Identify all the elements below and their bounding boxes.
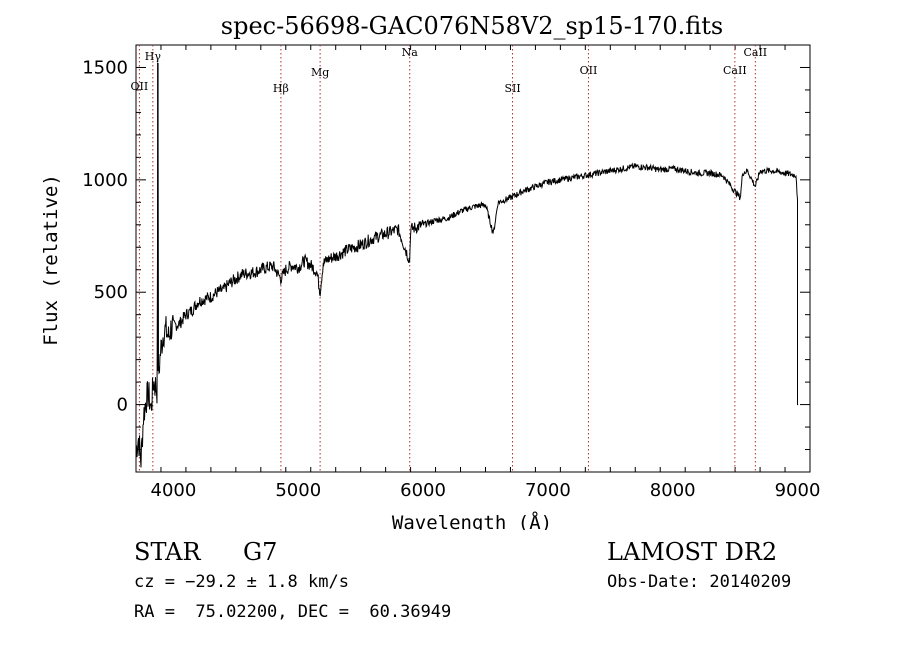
line-marker-label: Hγ [145,50,162,63]
y-tick-label: 1500 [82,57,128,78]
line-marker-label: OII [580,64,598,77]
line-marker-label: Na [402,46,419,59]
survey-release: LAMOST DR2 [607,538,778,566]
line-marker-label: Mg [311,66,329,79]
spectrum-chart: spec-56698-GAC076N58V2_sp15-170.fits 400… [40,12,821,530]
x-tick-label: 4000 [151,480,197,501]
object-class: STAR [134,538,201,566]
spectrum-series [135,62,799,468]
x-tick-label: 7000 [525,480,571,501]
x-tick-label: 5000 [275,480,321,501]
coordinates: RA = 75.02200, DEC = 60.36949 [134,602,452,622]
x-axis-label: Wavelength (Å) [392,511,552,530]
y-tick-label: 500 [94,282,128,303]
line-marker-label: CaII [743,46,767,59]
line-marker-label: SII [504,82,520,95]
y-tick-label: 0 [117,395,128,416]
chart-title: spec-56698-GAC076N58V2_sp15-170.fits [221,12,723,40]
plot-axes: 4000 5000 6000 7000 8000 9000 0 500 1000 1500 [82,44,821,501]
plot-frame [135,44,811,473]
spectral-line-markers: OII Hγ Hβ Mg Na OII SII CaII CaII [131,45,767,472]
y-tick-label: 1000 [82,170,128,191]
x-tick-label: 6000 [400,480,446,501]
line-marker-label: OII [131,80,149,93]
y-axis-label: Flux (relative) [40,174,62,346]
observation-date: Obs-Date: 20140209 [607,572,792,592]
line-marker-label: CaII [723,64,747,77]
object-subclass: G7 [243,538,278,566]
line-marker-label: Hβ [273,82,289,95]
redshift-velocity: cz = −29.2 ± 1.8 km/s [134,572,349,592]
x-tick-label: 8000 [650,480,696,501]
spectrum-line [135,137,799,468]
x-tick-label: 9000 [775,480,821,501]
